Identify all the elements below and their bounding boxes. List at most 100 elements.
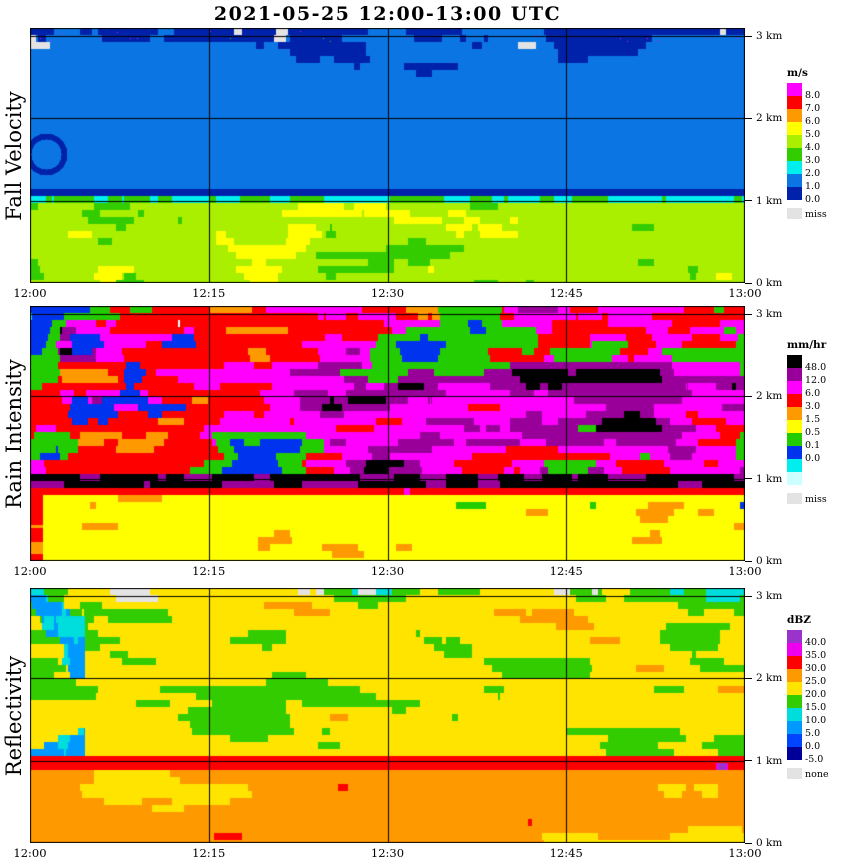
- panel-label-reflectivity: Reflectivity: [2, 655, 26, 776]
- y-tick-label: 0 km: [756, 837, 783, 849]
- x-tick-label: 12:45: [549, 846, 583, 860]
- colorbar-value-label: 3.0: [805, 155, 821, 166]
- page-title: 2021-05-25 12:00-13:00 UTC: [213, 3, 562, 25]
- colorbar-swatch: [787, 109, 802, 122]
- y-tick-mark: [745, 395, 752, 397]
- colorbar-value-label: 5.0: [805, 728, 821, 739]
- colorbar-swatch: [787, 682, 802, 695]
- colorbar-value-label: 30.0: [805, 663, 827, 674]
- panel-label-rain-intensity: Rain Intensity: [2, 358, 26, 509]
- y-tick-label: 1 km: [756, 754, 783, 767]
- colorbar-swatch: [787, 148, 802, 161]
- colorbar-missing-swatch: [787, 768, 802, 779]
- x-tick-label: 12:00: [13, 286, 47, 300]
- colorbar-value-label: 0.0: [805, 741, 821, 752]
- colorbar-swatch: [787, 747, 802, 760]
- y-tick-label: 1 km: [756, 194, 783, 207]
- colorbar-value-label: 15.0: [805, 702, 827, 713]
- colorbar-swatch: [787, 122, 802, 135]
- y-tick-label: 2 km: [756, 672, 783, 685]
- colorbar-swatch: [787, 656, 802, 669]
- colorbar-value-label: -5.0: [805, 754, 824, 765]
- colorbar-swatch: [787, 472, 802, 485]
- colorbar-swatch: [787, 630, 802, 643]
- y-tick-label: 0 km: [756, 277, 783, 289]
- fall-velocity-heatmap: [30, 28, 745, 283]
- colorbar-value-label: 35.0: [805, 650, 827, 661]
- colorbar-value-label: 0.0: [805, 453, 821, 464]
- y-tick-mark: [745, 35, 752, 37]
- colorbar-swatch: [787, 83, 802, 96]
- y-tick-label: 3 km: [756, 590, 783, 603]
- colorbar-value-label: 20.0: [805, 689, 827, 700]
- colorbar-swatch: [787, 721, 802, 734]
- colorbar-unit-label: mm/hr: [787, 339, 827, 351]
- colorbar-swatch: [787, 394, 802, 407]
- colorbar-swatch: [787, 96, 802, 109]
- y-tick-mark: [745, 200, 752, 202]
- x-tick-label: 12:30: [370, 564, 405, 578]
- colorbar-value-label: 7.0: [805, 103, 821, 114]
- colorbar-value-label: 5.0: [805, 129, 821, 140]
- colorbar-missing-label: miss: [805, 494, 827, 505]
- colorbar-missing-label: miss: [805, 209, 827, 220]
- colorbar-value-label: 1.0: [805, 181, 821, 192]
- x-tick-label: 12:15: [192, 846, 226, 860]
- colorbar-swatch: [787, 708, 802, 721]
- y-tick-mark: [745, 282, 752, 284]
- colorbar-value-label: 3.0: [805, 401, 821, 412]
- y-tick-mark: [745, 677, 752, 679]
- x-tick-label: 12:45: [549, 286, 583, 300]
- x-tick-label: 12:45: [549, 564, 583, 578]
- x-tick-label: 12:00: [13, 846, 47, 860]
- y-tick-mark: [745, 478, 752, 480]
- colorbar-value-label: 12.0: [805, 375, 827, 386]
- y-tick-mark: [745, 117, 752, 119]
- y-tick-label: 1 km: [756, 472, 783, 485]
- colorbar-value-label: 25.0: [805, 676, 827, 687]
- x-tick-label: 13:00: [728, 286, 762, 300]
- colorbar-swatch: [787, 187, 802, 200]
- colorbar-swatch: [787, 368, 802, 381]
- colorbar-swatch: [787, 381, 802, 394]
- colorbar-value-label: 40.0: [805, 637, 827, 648]
- rain-intensity-heatmap: [30, 306, 745, 561]
- colorbar-value-label: 2.0: [805, 168, 821, 179]
- y-tick-mark: [745, 313, 752, 315]
- y-tick-label: 3 km: [756, 30, 783, 43]
- y-tick-label: 2 km: [756, 112, 783, 125]
- colorbar-swatch: [787, 643, 802, 656]
- colorbar-swatch: [787, 459, 802, 472]
- colorbar-value-label: 6.0: [805, 116, 821, 127]
- colorbar-unit-label: dBZ: [787, 614, 811, 626]
- colorbar-value-label: 10.0: [805, 715, 827, 726]
- colorbar-swatch: [787, 669, 802, 682]
- colorbar-swatch: [787, 135, 802, 148]
- colorbar-missing-swatch: [787, 493, 802, 504]
- colorbar-value-label: 0.1: [805, 440, 821, 451]
- x-tick-label: 12:30: [370, 846, 405, 860]
- colorbar-swatch: [787, 695, 802, 708]
- colorbar-value-label: 1.5: [805, 414, 821, 425]
- x-tick-label: 13:00: [728, 846, 762, 860]
- colorbar-swatch: [787, 355, 802, 368]
- x-tick-label: 12:15: [192, 564, 226, 578]
- colorbar-value-label: 6.0: [805, 388, 821, 399]
- colorbar-swatch: [787, 420, 802, 433]
- y-tick-mark: [745, 560, 752, 562]
- colorbar-value-label: 48.0: [805, 362, 827, 373]
- x-tick-label: 12:30: [370, 286, 405, 300]
- colorbar-swatch: [787, 433, 802, 446]
- colorbar-value-label: 0.0: [805, 194, 821, 205]
- y-tick-label: 0 km: [756, 555, 783, 567]
- y-tick-mark: [745, 595, 752, 597]
- colorbar-value-label: 8.0: [805, 90, 821, 101]
- colorbar-swatch: [787, 734, 802, 747]
- colorbar-missing-swatch: [787, 208, 802, 219]
- colorbar-swatch: [787, 174, 802, 187]
- y-tick-label: 3 km: [756, 308, 783, 321]
- reflectivity-heatmap: [30, 588, 745, 843]
- colorbar-swatch: [787, 446, 802, 459]
- colorbar-unit-label: m/s: [787, 67, 808, 79]
